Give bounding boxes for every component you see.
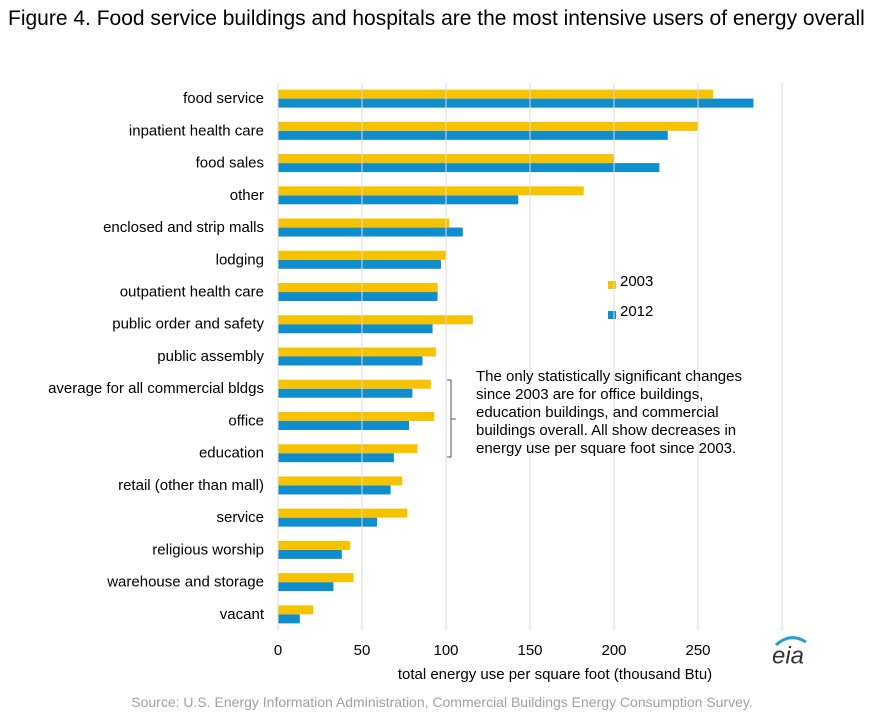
bar <box>278 411 435 421</box>
y-tick-label: food sales <box>196 155 264 172</box>
y-tick-label: retail (other than mall) <box>118 477 264 494</box>
bar <box>278 517 378 527</box>
bar <box>278 605 314 615</box>
bar <box>278 573 354 583</box>
legend-swatch <box>608 311 616 319</box>
bar <box>278 121 698 131</box>
y-tick-label: outpatient health care <box>120 283 264 300</box>
y-tick-label: warehouse and storage <box>106 574 264 591</box>
logo-text: eia <box>772 642 804 669</box>
bar <box>278 163 660 173</box>
y-tick-label: education <box>199 445 264 462</box>
bar <box>278 130 668 140</box>
y-tick-label: other <box>230 187 264 204</box>
legend-label: 2012 <box>620 303 653 320</box>
bar <box>278 549 342 559</box>
bar <box>278 614 300 624</box>
y-tick-label: vacant <box>220 606 265 623</box>
chart-title: Figure 4. Food service buildings and hos… <box>8 7 865 30</box>
bar <box>278 186 584 196</box>
bar <box>278 259 441 269</box>
source: Source: U.S. Energy Information Administ… <box>131 694 753 710</box>
y-tick-label: food service <box>183 90 264 107</box>
bar <box>278 218 450 228</box>
bar <box>278 379 431 389</box>
bar <box>278 540 351 550</box>
bar <box>278 89 714 99</box>
y-tick-label: enclosed and strip malls <box>103 219 264 236</box>
y-tick-label: public order and safety <box>112 316 264 333</box>
annotation: The only statistically significant chang… <box>476 368 742 457</box>
y-tick-label: lodging <box>216 251 264 268</box>
x-tick-label: 150 <box>517 642 542 659</box>
bar <box>278 508 408 518</box>
bar <box>278 315 473 325</box>
legend-swatch <box>608 281 616 289</box>
bar <box>278 388 413 398</box>
bar <box>278 356 423 366</box>
x-tick-label: 200 <box>601 642 626 659</box>
legend-label: 2003 <box>620 273 653 290</box>
bar <box>278 453 394 463</box>
bar <box>278 476 403 486</box>
x-tick-label: 50 <box>354 642 371 659</box>
bar <box>278 347 436 357</box>
eia-logo: eia <box>772 636 807 669</box>
y-tick-label: average for all commercial bldgs <box>48 380 264 397</box>
y-tick-label: service <box>216 509 264 526</box>
bar <box>278 283 438 293</box>
x-tick-label: 100 <box>433 642 458 659</box>
bar <box>278 324 433 334</box>
bar <box>278 292 438 302</box>
y-tick-label: office <box>228 412 264 429</box>
bar <box>278 195 519 205</box>
bracket <box>447 379 456 458</box>
y-tick-label: religious worship <box>152 541 264 558</box>
bar <box>278 582 334 592</box>
x-tick-label: 250 <box>685 642 710 659</box>
bar <box>278 444 418 454</box>
bar <box>278 98 754 108</box>
bar <box>278 227 463 237</box>
bar <box>278 485 391 495</box>
x-axis-label: total energy use per square foot (thousa… <box>398 666 712 683</box>
x-tick-label: 0 <box>274 642 282 659</box>
bar <box>278 420 410 430</box>
y-tick-label: public assembly <box>157 348 264 365</box>
y-tick-label: inpatient health care <box>129 122 264 139</box>
